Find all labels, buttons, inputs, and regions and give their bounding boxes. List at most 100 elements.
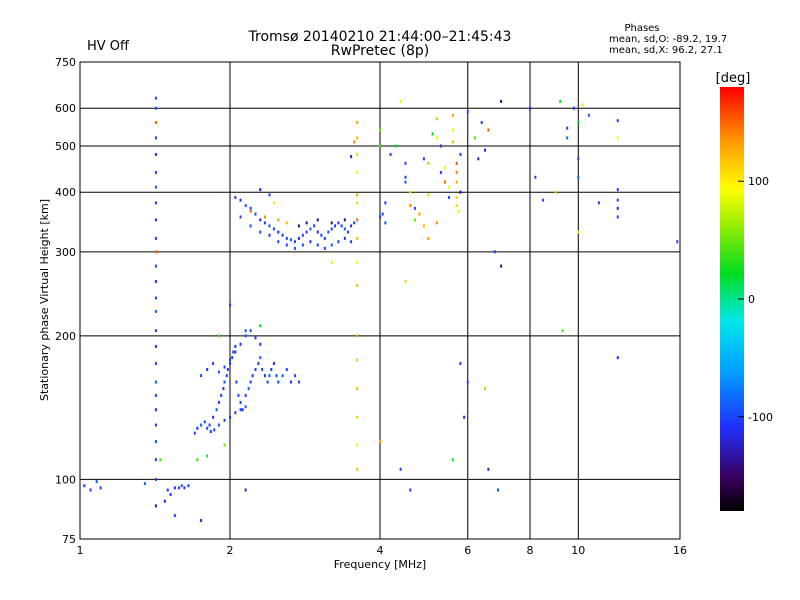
data-point bbox=[212, 361, 215, 365]
data-point bbox=[254, 336, 257, 340]
data-point bbox=[572, 106, 575, 110]
data-point bbox=[346, 230, 349, 234]
data-point bbox=[259, 188, 262, 192]
data-point bbox=[447, 185, 450, 189]
y-tick-label: 200 bbox=[55, 330, 76, 343]
data-point bbox=[297, 236, 300, 240]
data-point bbox=[451, 128, 454, 132]
data-point bbox=[427, 193, 430, 197]
data-point bbox=[268, 374, 271, 378]
data-point bbox=[234, 350, 237, 354]
data-point bbox=[154, 393, 157, 397]
data-point bbox=[229, 361, 231, 365]
data-point bbox=[487, 467, 490, 471]
data-point bbox=[379, 440, 381, 444]
data-point bbox=[577, 230, 580, 234]
x-tick-label: 4 bbox=[377, 544, 384, 557]
data-point bbox=[203, 420, 206, 424]
data-point bbox=[305, 230, 308, 234]
data-point bbox=[356, 121, 359, 125]
data-point bbox=[249, 380, 252, 384]
x-tick-label: 10 bbox=[571, 544, 585, 557]
data-point bbox=[389, 152, 392, 156]
data-point bbox=[268, 224, 271, 228]
data-point bbox=[459, 361, 462, 365]
data-point bbox=[459, 152, 462, 156]
data-point bbox=[466, 110, 469, 114]
data-point bbox=[409, 190, 412, 194]
data-point bbox=[154, 218, 157, 222]
data-point bbox=[399, 99, 402, 103]
y-tick-label: 300 bbox=[55, 246, 76, 259]
data-point bbox=[384, 221, 387, 225]
data-point bbox=[413, 206, 416, 210]
hv-status: HV Off bbox=[87, 39, 130, 54]
data-point bbox=[616, 206, 619, 210]
data-point bbox=[154, 344, 157, 348]
data-point bbox=[418, 212, 421, 216]
data-point bbox=[356, 443, 359, 447]
data-point bbox=[343, 236, 346, 240]
data-point bbox=[577, 121, 580, 125]
data-point bbox=[616, 356, 619, 360]
data-point bbox=[259, 324, 262, 328]
data-point bbox=[239, 215, 242, 219]
data-point bbox=[83, 484, 86, 488]
data-point bbox=[356, 358, 359, 362]
data-point bbox=[293, 374, 296, 378]
data-point bbox=[154, 236, 157, 240]
data-point bbox=[275, 374, 278, 378]
data-point bbox=[350, 240, 353, 244]
colorbar-ticks: 100 0 -100 bbox=[738, 175, 773, 424]
data-point bbox=[270, 367, 273, 371]
data-point bbox=[316, 230, 319, 234]
data-point bbox=[529, 106, 531, 110]
data-point bbox=[356, 283, 359, 287]
data-point bbox=[163, 499, 166, 503]
colorbar-label: [deg] bbox=[716, 71, 751, 86]
data-point bbox=[159, 458, 162, 462]
data-point bbox=[356, 334, 359, 338]
data-point bbox=[206, 454, 209, 458]
data-point bbox=[435, 221, 438, 225]
y-tick-label: 600 bbox=[55, 102, 76, 115]
y-tick-label: 750 bbox=[55, 56, 76, 69]
data-point bbox=[251, 374, 254, 378]
data-point bbox=[356, 415, 359, 419]
data-point bbox=[225, 374, 228, 378]
data-point bbox=[154, 250, 157, 254]
data-point bbox=[154, 185, 157, 189]
data-point bbox=[350, 224, 353, 228]
data-point bbox=[616, 136, 619, 140]
data-point bbox=[379, 128, 381, 132]
data-point bbox=[316, 218, 319, 222]
data-point bbox=[337, 221, 340, 225]
data-point bbox=[542, 198, 545, 202]
data-point bbox=[154, 201, 157, 205]
data-point bbox=[263, 215, 266, 219]
data-point bbox=[268, 233, 271, 237]
y-tick-label: 400 bbox=[55, 186, 76, 199]
data-point bbox=[249, 209, 252, 213]
data-point bbox=[239, 408, 242, 412]
data-point bbox=[559, 99, 562, 103]
data-point bbox=[350, 155, 353, 159]
data-point bbox=[566, 126, 569, 130]
data-point bbox=[173, 514, 176, 518]
data-point bbox=[166, 488, 169, 492]
data-point bbox=[268, 193, 271, 197]
data-point bbox=[154, 329, 157, 333]
data-point bbox=[229, 358, 231, 362]
data-point bbox=[154, 170, 157, 174]
data-point bbox=[534, 175, 537, 179]
y-tick-label: 100 bbox=[55, 473, 76, 486]
phases-title: Phases bbox=[624, 23, 659, 34]
data-point bbox=[439, 170, 442, 174]
data-point bbox=[254, 367, 257, 371]
colorbar-tick-label: 0 bbox=[748, 293, 755, 306]
data-point bbox=[616, 119, 619, 123]
data-point bbox=[183, 486, 186, 490]
title-line2: RwPretec (8p) bbox=[331, 43, 429, 59]
data-point bbox=[566, 136, 569, 140]
